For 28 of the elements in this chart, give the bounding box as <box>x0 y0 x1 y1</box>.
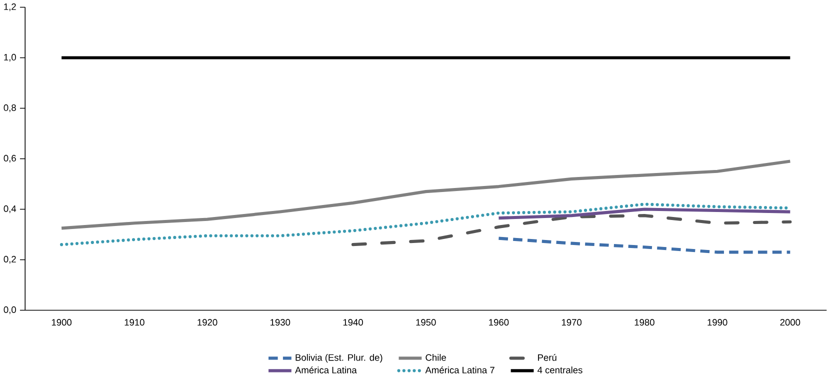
x-tick-label: 1970 <box>562 319 582 326</box>
x-tick-label: 1940 <box>343 319 363 326</box>
legend-label: Perú <box>538 354 556 361</box>
y-tick-label: 0,2 <box>4 256 16 264</box>
x-tick-label: 1960 <box>489 319 509 326</box>
x-tick-label: 1990 <box>708 319 728 326</box>
y-tick-label: 0,0 <box>4 306 16 314</box>
x-tick-label: 1920 <box>198 319 218 326</box>
legend-label: Bolivia (Est. Plur. de) <box>296 354 382 363</box>
x-tick-label: 1900 <box>52 319 72 326</box>
line-series <box>497 208 792 220</box>
x-tick-label: 1930 <box>270 319 290 326</box>
legend-label: América Latina <box>295 366 357 374</box>
x-tick-label: 1980 <box>634 319 654 326</box>
y-tick-label: 1,2 <box>4 3 16 12</box>
line-series <box>60 160 792 230</box>
legend-label: América Latina 7 <box>425 366 494 374</box>
y-tick-label: 0,4 <box>4 205 16 214</box>
y-tick-label: 1,0 <box>4 54 16 62</box>
y-tick-label: 0,6 <box>4 154 16 163</box>
x-tick-label: 1950 <box>416 319 436 326</box>
line-series <box>351 214 792 246</box>
legend-label: 4 centrales <box>538 366 582 374</box>
x-tick-label: 1910 <box>124 319 144 326</box>
y-tick-label: 0,8 <box>4 104 16 112</box>
line-series <box>497 236 792 254</box>
x-tick-label: 2000 <box>780 319 800 326</box>
legend-label: Chile <box>426 354 446 361</box>
